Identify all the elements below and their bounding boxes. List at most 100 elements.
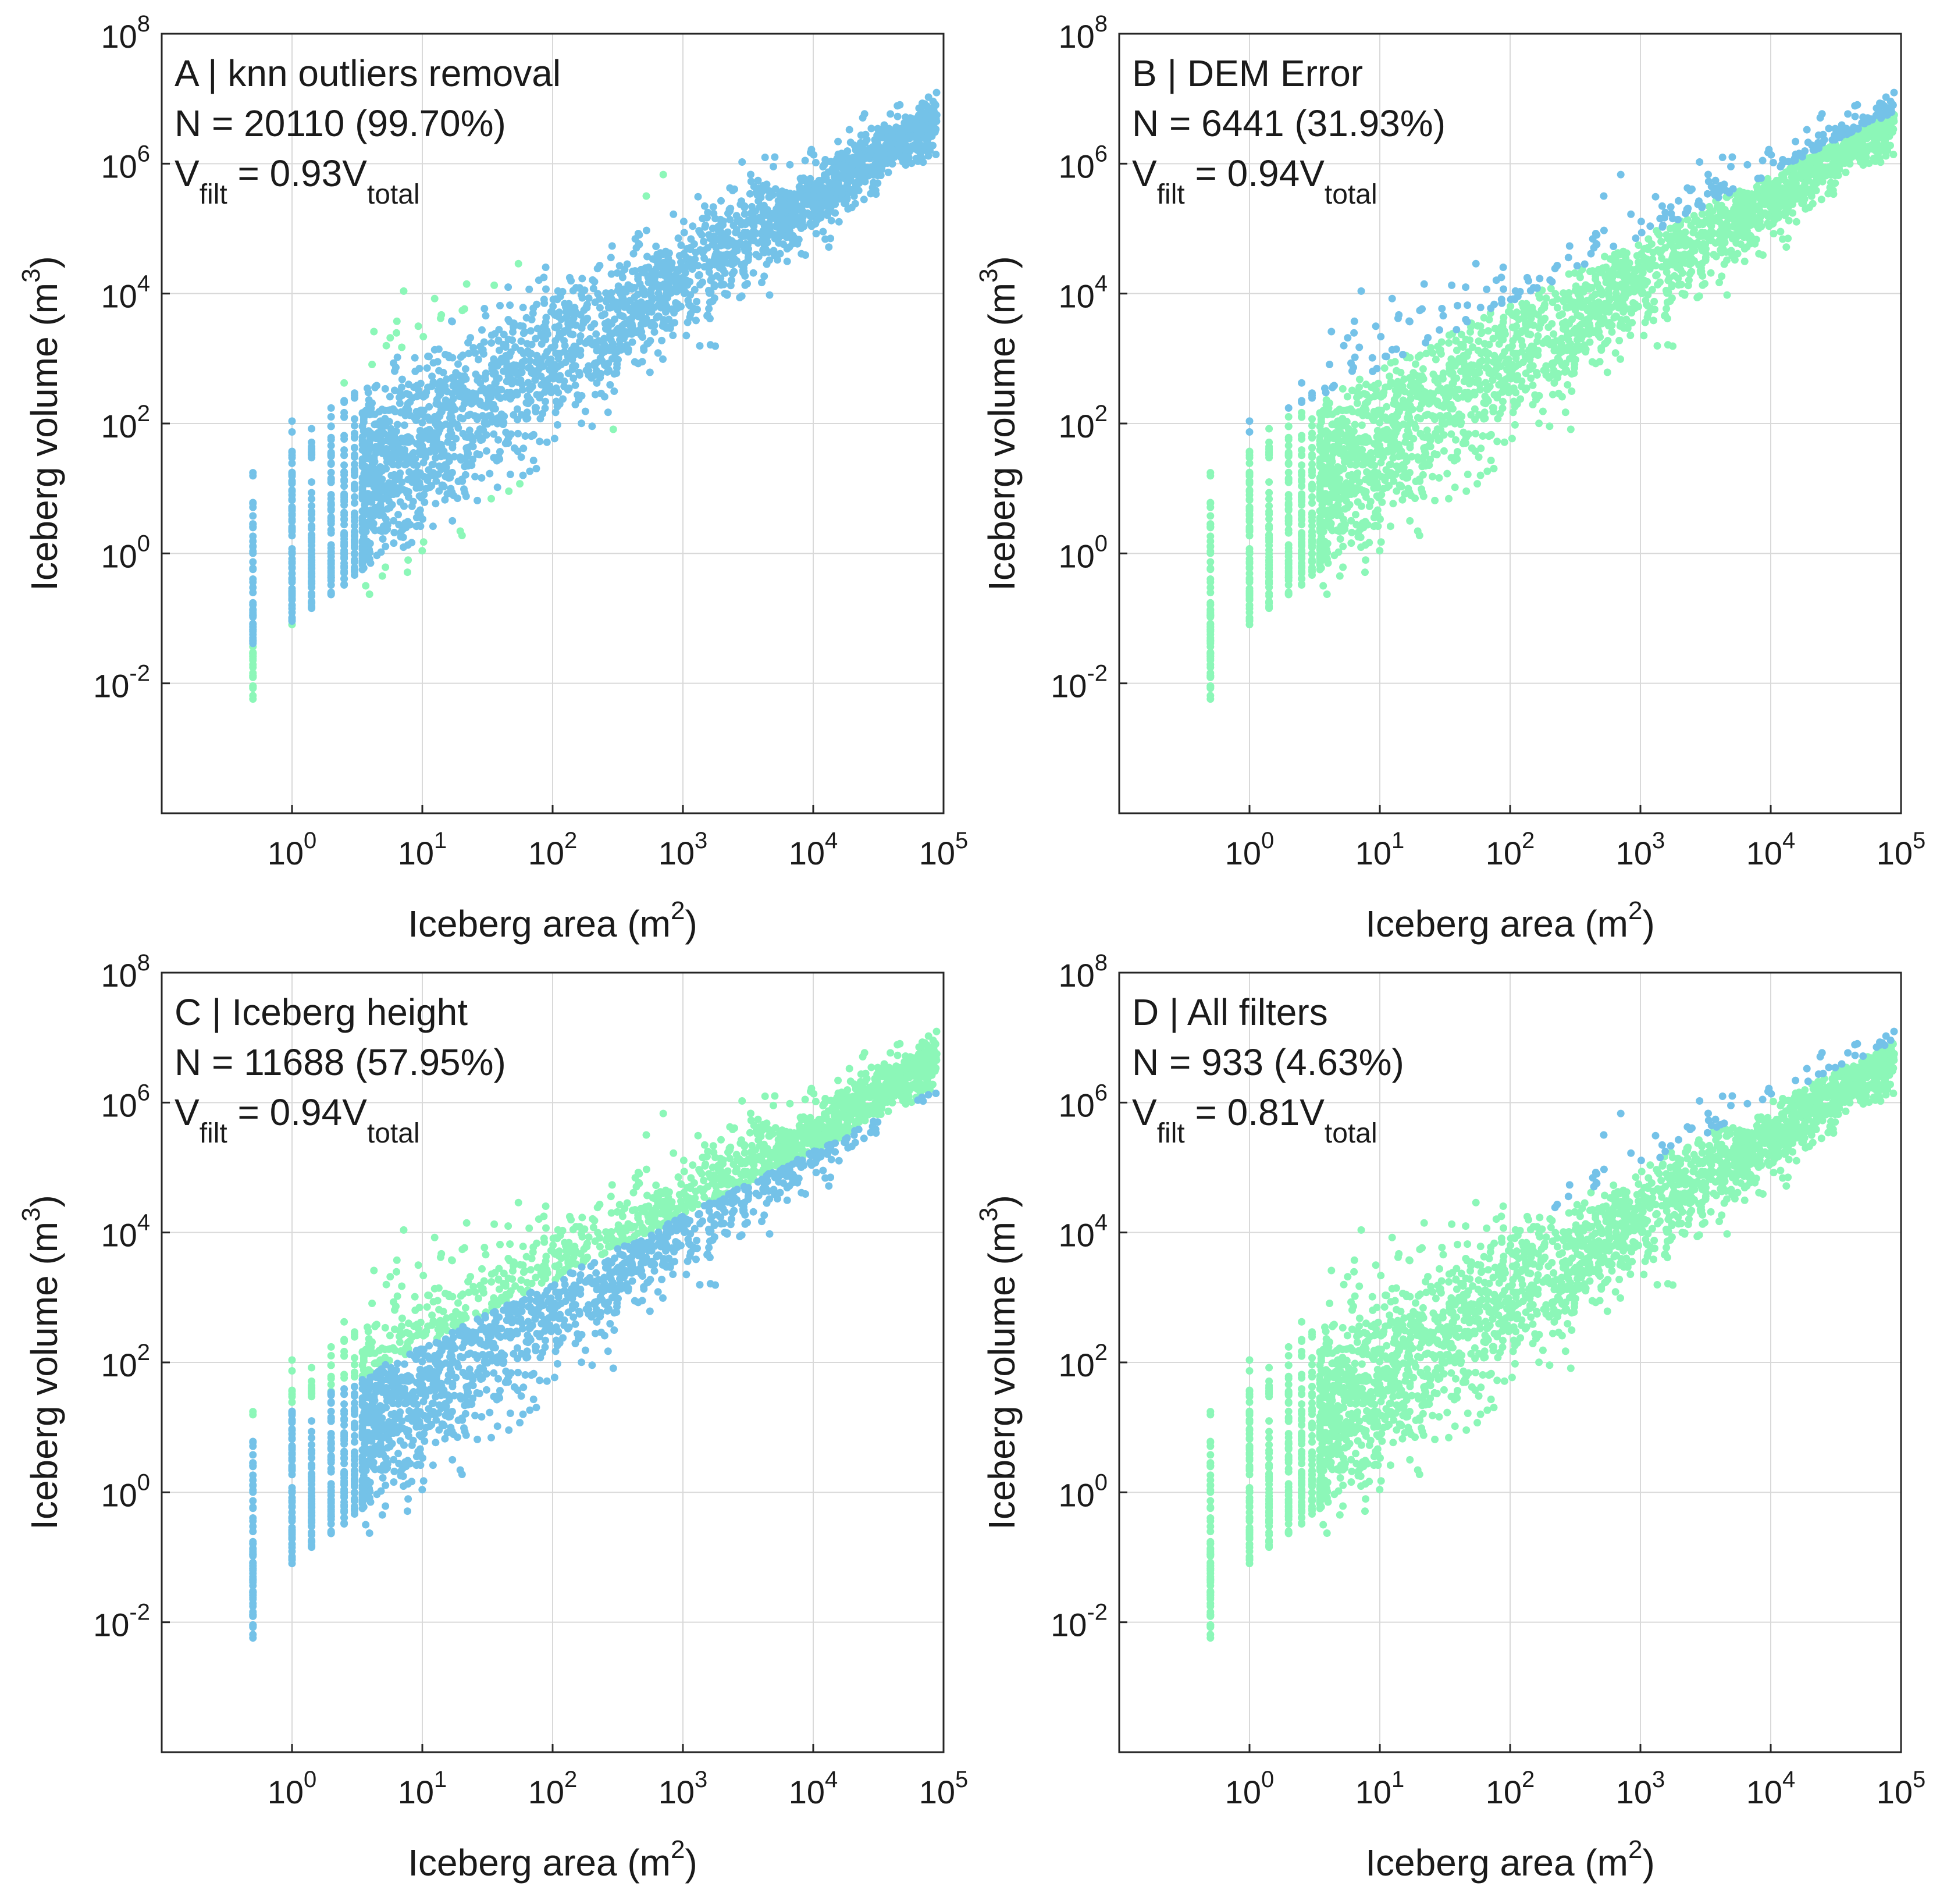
point-kept	[723, 291, 731, 299]
point-kept	[765, 231, 773, 239]
point-kept	[613, 369, 621, 377]
point-kept	[327, 451, 335, 460]
point-kept	[373, 382, 380, 390]
point-removed	[1308, 536, 1316, 544]
point-removed	[393, 317, 401, 325]
point-removed	[1615, 336, 1624, 344]
point-kept	[606, 381, 614, 389]
point-removed	[1419, 365, 1427, 373]
point-removed	[1206, 523, 1215, 531]
x-tick-label: 104	[789, 828, 838, 871]
point-kept	[351, 493, 358, 501]
point-removed	[1715, 279, 1723, 287]
point-kept	[671, 285, 679, 293]
point-removed	[1553, 295, 1561, 303]
point-removed	[1206, 613, 1215, 621]
point-removed	[1206, 600, 1215, 608]
point-removed	[1317, 427, 1325, 435]
point-kept	[288, 428, 296, 436]
point-kept	[432, 477, 440, 485]
point-kept	[851, 200, 859, 208]
point-removed	[1402, 474, 1410, 482]
point-kept	[787, 219, 795, 227]
point-kept	[482, 369, 490, 378]
point-kept	[831, 197, 839, 205]
point-kept	[752, 251, 760, 259]
point-kept	[383, 525, 391, 533]
point-kept	[607, 342, 615, 350]
point-kept	[288, 417, 296, 425]
point-removed	[1539, 407, 1547, 415]
y-tick-label: 108	[101, 11, 150, 55]
point-kept	[448, 354, 457, 362]
point-kept	[504, 283, 512, 291]
point-removed	[1511, 421, 1519, 429]
point-kept	[308, 495, 316, 503]
point-kept	[404, 453, 412, 461]
point-kept	[768, 191, 777, 199]
point-removed	[430, 294, 439, 302]
point-kept	[351, 467, 358, 475]
x-axis-label: Iceberg area (m2)	[408, 896, 697, 945]
point-kept	[912, 154, 920, 162]
point-removed	[249, 684, 257, 692]
point-kept	[693, 297, 701, 305]
point-kept	[450, 492, 458, 500]
point-kept	[662, 284, 670, 293]
point-kept	[571, 401, 579, 408]
point-removed	[1439, 369, 1447, 378]
point-kept	[791, 198, 799, 206]
point-kept	[308, 425, 316, 433]
point-kept	[551, 323, 559, 332]
point-kept	[602, 361, 610, 369]
point-kept	[340, 461, 348, 469]
point-kept	[528, 340, 536, 348]
point-kept	[504, 336, 512, 344]
point-kept	[617, 329, 625, 337]
point-kept	[572, 343, 580, 351]
point-kept	[603, 368, 611, 376]
point-kept	[475, 450, 483, 458]
point-removed	[1415, 456, 1422, 464]
point-removed	[1343, 393, 1351, 401]
point-kept	[351, 566, 358, 574]
point-kept	[569, 365, 576, 373]
point-kept	[395, 521, 403, 529]
point-kept	[249, 503, 257, 511]
point-kept	[862, 168, 870, 176]
point-kept	[542, 285, 550, 293]
point-kept	[827, 234, 835, 243]
point-kept	[855, 149, 863, 157]
point-kept	[474, 496, 482, 504]
point-kept	[249, 538, 257, 545]
point-kept	[748, 202, 756, 211]
point-kept	[697, 231, 706, 239]
point-kept	[491, 330, 499, 338]
point-kept	[793, 213, 802, 222]
point-removed	[1284, 588, 1293, 596]
point-removed	[1415, 532, 1423, 539]
point-removed	[1245, 559, 1254, 567]
point-kept	[821, 202, 829, 210]
point-removed	[1308, 481, 1316, 489]
point-kept	[420, 472, 428, 481]
point-kept	[914, 147, 922, 155]
point-kept	[679, 218, 688, 226]
point-kept	[682, 262, 690, 271]
point-kept	[571, 381, 579, 389]
point-kept	[811, 202, 819, 209]
point-kept	[288, 527, 296, 535]
point-removed	[1394, 384, 1402, 392]
point-kept	[607, 289, 615, 297]
point-kept	[288, 574, 296, 582]
point-kept	[591, 390, 599, 398]
point-kept	[568, 349, 576, 357]
point-removed	[1206, 649, 1215, 657]
point-kept	[867, 146, 874, 154]
point-kept	[340, 575, 348, 583]
point-kept	[760, 272, 768, 280]
point-removed	[1529, 381, 1537, 389]
point-kept	[907, 145, 916, 153]
point-kept	[327, 468, 335, 476]
